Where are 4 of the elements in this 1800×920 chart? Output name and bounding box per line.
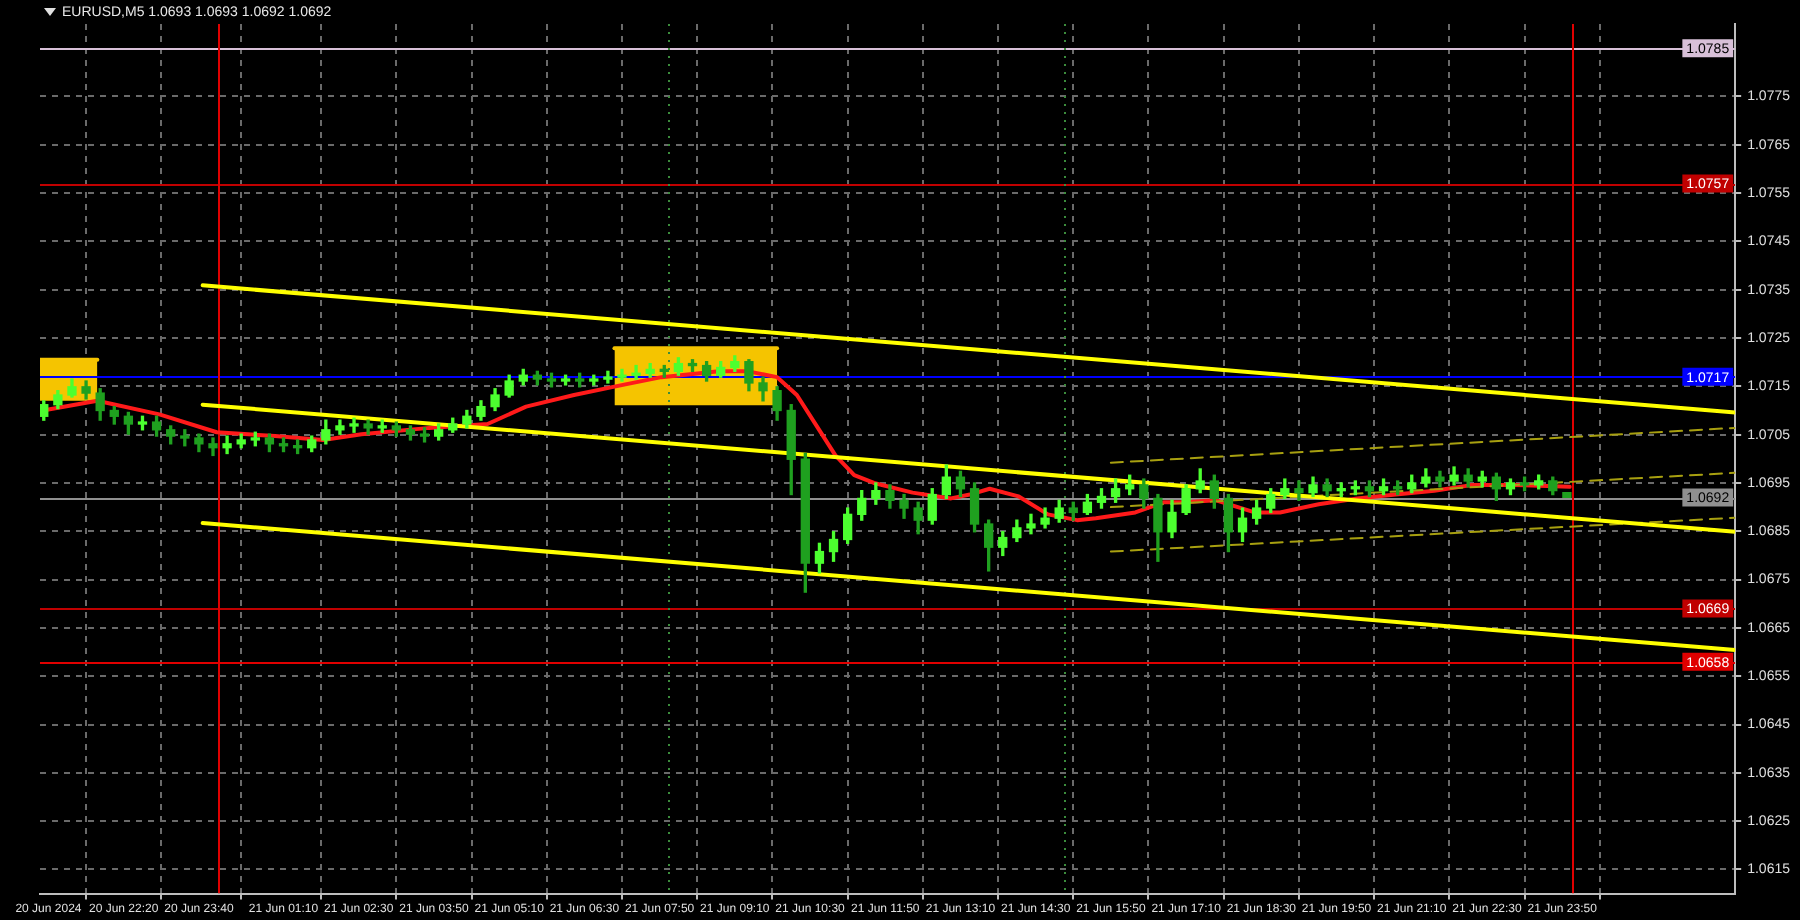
candlestick	[631, 364, 641, 380]
candlestick	[208, 437, 218, 457]
candlestick	[1294, 480, 1304, 502]
candlestick	[222, 435, 232, 455]
